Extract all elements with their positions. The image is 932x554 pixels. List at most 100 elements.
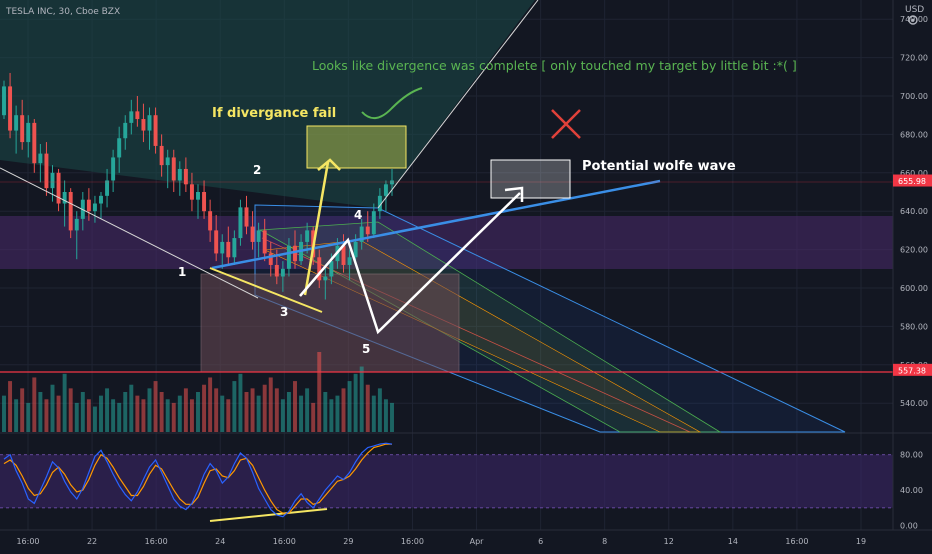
time-tick-label: 14: [728, 537, 738, 546]
time-axis[interactable]: 16:00 22 16:00 24 16:00 29 16:00 Apr 6 8 12 14 16:00…: [0, 529, 932, 546]
volume-bar: [141, 399, 146, 432]
drawings-front: Looks like divergence was complete [ onl…: [0, 0, 893, 522]
wolfe-wave-text: Potential wolfe wave: [582, 159, 736, 174]
settings-gear-icon[interactable]: [908, 15, 918, 25]
candle: [171, 149, 176, 192]
candle-body: [38, 153, 43, 164]
volume-bar: [293, 381, 297, 432]
wolfe-target-box[interactable]: [490, 159, 571, 199]
volume-bar: [208, 377, 213, 432]
channel-upper-edge[interactable]: [377, 0, 539, 209]
white-arrow[interactable]: [504, 186, 524, 202]
volume-bar: [311, 402, 316, 432]
yellow-underline-price[interactable]: [209, 267, 323, 313]
volume-bar: [250, 388, 255, 432]
candle: [159, 134, 164, 177]
point-label-5: 5: [362, 342, 370, 356]
candle: [99, 192, 103, 219]
candle-body: [86, 199, 91, 212]
candle-body: [183, 168, 188, 185]
divergence-target-box[interactable]: [306, 125, 407, 169]
volume-bar: [238, 373, 243, 432]
volume-bar: [280, 399, 285, 432]
candle: [383, 180, 388, 212]
green-checkmark[interactable]: [361, 87, 423, 119]
volume-bar: [390, 402, 394, 432]
candle-body: [56, 172, 61, 204]
candle-body: [189, 184, 194, 200]
volume-bar: [92, 406, 97, 432]
candle: [250, 211, 255, 250]
candle: [153, 107, 158, 154]
volume-bar: [32, 377, 37, 432]
candle-body: [305, 230, 310, 242]
volume-bar: [159, 392, 164, 432]
volume-bar: [117, 402, 122, 432]
candle: [14, 105, 19, 154]
white-wolfe-path[interactable]: [299, 192, 521, 335]
volume-bar: [353, 373, 358, 432]
candle: [38, 144, 43, 183]
candle: [371, 203, 376, 239]
candle: [141, 103, 146, 143]
downtrend-line[interactable]: [0, 167, 259, 299]
stochastic-k-line: [3, 442, 393, 518]
volume-bar: [129, 384, 134, 432]
stochastic-tick-label: 0.00: [900, 522, 918, 531]
candle-body: [377, 195, 382, 212]
candle-body: [383, 184, 388, 196]
price-axis[interactable]: 540.00560.00580.00600.00620.00640.00660.…: [892, 0, 932, 531]
time-tick-label: Apr: [470, 537, 485, 546]
candle-body: [141, 119, 146, 131]
volume-bar: [123, 392, 128, 432]
wolfe-trend-line[interactable]: [211, 179, 661, 270]
candle-body: [244, 207, 249, 227]
yellow-path[interactable]: [303, 161, 330, 296]
candle: [359, 218, 364, 250]
volume-bar: [365, 384, 370, 432]
pink-range-box[interactable]: [200, 273, 460, 373]
volume-bar: [26, 402, 31, 432]
volume-bar: [14, 399, 19, 432]
candle: [262, 218, 267, 262]
point-label-4: 4: [354, 208, 362, 222]
candle: [86, 188, 91, 221]
candle-body: [268, 253, 273, 265]
volume-bar: [232, 381, 237, 432]
volume-bar: [50, 384, 55, 432]
candle: [220, 234, 225, 269]
candle-body: [44, 153, 49, 189]
stochastic-axis-ticks: 0.00 40.00 80.00: [900, 451, 923, 531]
candle-body: [286, 245, 291, 269]
candle-body: [68, 192, 73, 231]
candle-body: [147, 115, 152, 131]
volume-bar: [214, 388, 219, 432]
time-axis-ticks: 16:00 22 16:00 24 16:00 29 16:00 Apr 6 8 12 14 16:00…: [16, 537, 866, 546]
stoch-divergence-line[interactable]: [209, 508, 328, 522]
price-tag-label: 557.38: [898, 366, 926, 375]
candle-body: [14, 115, 19, 131]
point-label-1: 1: [178, 265, 186, 279]
candle-body: [8, 86, 13, 131]
volume-bar: [99, 395, 103, 432]
price-tick-label: 580.00: [900, 322, 928, 331]
candle-body: [92, 203, 97, 212]
yellow-arrow[interactable]: [317, 158, 341, 171]
candle: [390, 168, 394, 196]
price-tick-label: 660.00: [900, 169, 928, 178]
candle: [280, 261, 285, 292]
candle: [341, 234, 346, 273]
volume-bar: [177, 395, 182, 432]
volume-bar: [153, 381, 158, 432]
time-tick-label: 24: [215, 537, 225, 546]
candle: [293, 230, 297, 269]
stochastic-d-line: [3, 443, 392, 514]
red-cross-icon[interactable]: [551, 109, 581, 139]
price-tag-box: [893, 174, 932, 187]
volume-bar: [371, 395, 376, 432]
time-tick-label: 16:00: [145, 537, 168, 546]
candle: [56, 168, 61, 212]
volume-bar: [8, 381, 13, 432]
volume-bar: [317, 352, 322, 432]
